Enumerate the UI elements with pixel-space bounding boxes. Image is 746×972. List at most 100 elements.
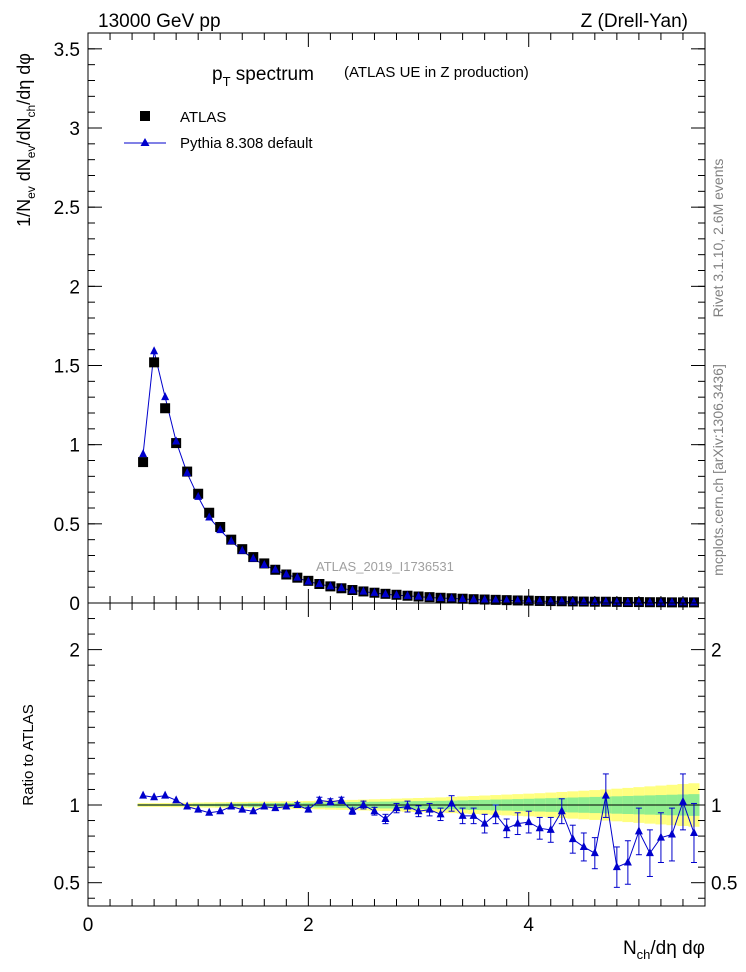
ratio-point [161, 790, 170, 799]
ratio-point [249, 806, 258, 815]
pythia-point [557, 596, 566, 605]
ratio-ytick-label: 0.5 [54, 874, 80, 895]
ratio-xtick-label: 4 [523, 915, 534, 936]
ratio-point [436, 809, 445, 818]
pythia-point [238, 545, 247, 554]
pythia-point [392, 590, 401, 599]
ratio-point [491, 809, 500, 818]
pythia-point [546, 596, 555, 605]
ratio-ytick-label-right: 1 [711, 796, 722, 817]
pythia-point [436, 593, 445, 602]
atlas-point [149, 357, 160, 368]
ratio-ytick-label-right: 2 [711, 641, 722, 662]
ratio-point [260, 801, 269, 810]
ratio-xtick-label: 0 [83, 915, 94, 936]
pythia-point [227, 536, 236, 545]
pythia-point [447, 593, 456, 602]
analysis-watermark: ATLAS_2019_I1736531 [316, 559, 454, 574]
title-p: p [212, 64, 223, 85]
legend-marker-pythia [140, 138, 150, 146]
ratio-point [447, 798, 456, 807]
header-left: 13000 GeV pp [98, 11, 221, 32]
pythia-point [502, 595, 511, 604]
pythia-point [513, 595, 522, 604]
legend-label-atlas: ATLAS [180, 109, 226, 126]
pythia-point [491, 595, 500, 604]
main-ytick-label: 3 [69, 119, 80, 140]
main-title: pT spectrum [212, 64, 314, 89]
ratio-point [469, 810, 478, 819]
ratio-point [227, 801, 236, 810]
pythia-point [282, 569, 291, 578]
ratio-ytick-label: 1 [69, 796, 80, 817]
atlas-point [160, 403, 171, 414]
ratio-point [326, 796, 335, 805]
main-ytick-label: 0.5 [54, 515, 80, 536]
pythia-point [194, 491, 203, 500]
ratio-xtick-label: 2 [303, 915, 314, 936]
ratio-point [205, 807, 214, 816]
ratio-point [513, 818, 522, 827]
pythia-point [326, 581, 335, 590]
pythia-point [359, 586, 368, 595]
pythia-point [656, 597, 665, 606]
ratio-point [150, 792, 159, 801]
ratio-point [656, 832, 665, 841]
mcplots-label: mcplots.cern.ch [arXiv:1306.3436] [710, 364, 726, 576]
ratio-point [667, 829, 676, 838]
pythia-point [524, 595, 533, 604]
pythia-point [304, 576, 313, 585]
ratio-point [403, 801, 412, 810]
pythia-point [469, 594, 478, 603]
ratio-point [524, 817, 533, 826]
main-ytick-label: 3.5 [54, 40, 80, 61]
ratio-point [502, 823, 511, 832]
ratio-point [601, 790, 610, 799]
ratio-ytick-label: 2 [69, 641, 80, 662]
ratio-point [359, 800, 368, 808]
main-ytick-label: 2.5 [54, 198, 80, 219]
pythia-point [414, 591, 423, 600]
legend-label-pythia: Pythia 8.308 default [180, 135, 313, 152]
rivet-label: Rivet 3.1.10, 2.6M events [710, 159, 726, 318]
pythia-point [425, 592, 434, 601]
ratio-point [183, 801, 192, 810]
pythia-point [315, 579, 324, 587]
pythia-point [161, 392, 170, 401]
main-ytick-label: 1.5 [54, 357, 80, 378]
ratio-ytick-label-right: 0.5 [711, 874, 737, 895]
ratio-point [414, 806, 423, 815]
pythia-point [205, 512, 214, 521]
pythia-point [216, 525, 225, 534]
pythia-point [689, 597, 698, 606]
ratio-point [689, 827, 698, 836]
ratio-point [425, 804, 434, 813]
ratio-point [271, 803, 280, 812]
ratio-frame [87, 602, 706, 907]
pythia-point [139, 449, 148, 458]
pythia-point [183, 468, 192, 477]
pythia-point [271, 564, 280, 573]
ratio-point [139, 790, 148, 799]
ratio-point [337, 795, 346, 804]
ratio-point [172, 795, 181, 804]
legend: ATLAS Pythia 8.308 default [124, 109, 313, 152]
main-panel: 0 0.5 1 1.5 2 2.5 3 3.5 pT spectrum (ATLAS UE i… [14, 32, 706, 615]
ratio-point [315, 795, 324, 804]
ratio-point [392, 803, 401, 812]
ratio-xlabel: Nch/dη dφ [623, 938, 705, 962]
ratio-point [557, 806, 566, 815]
ratio-point [480, 818, 489, 827]
title-rest: spectrum [231, 64, 314, 85]
main-subtitle: (ATLAS UE in Z production) [344, 64, 529, 81]
ratio-point [645, 848, 654, 857]
pythia-point [535, 596, 544, 605]
ratio-point [678, 796, 687, 805]
header-right: Z (Drell-Yan) [581, 11, 688, 32]
ratio-point [612, 862, 621, 871]
pythia-point [260, 560, 269, 568]
ratio-point [194, 804, 203, 813]
ratio-point [568, 834, 577, 843]
atlas-point [138, 457, 149, 468]
